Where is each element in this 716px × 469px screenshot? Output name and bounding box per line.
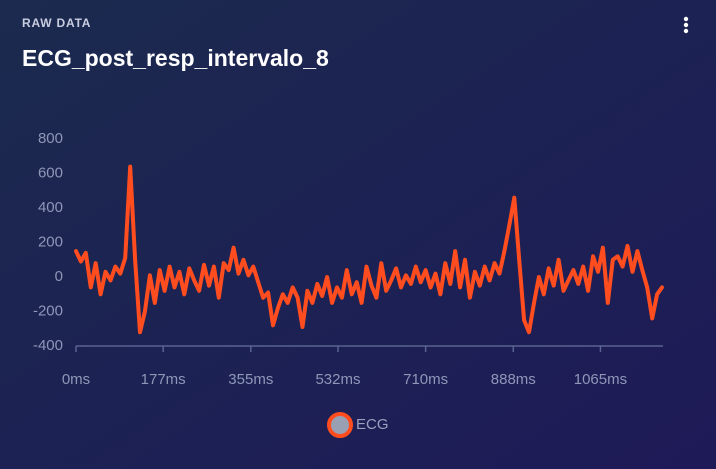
legend-label: ECG <box>356 416 389 433</box>
y-tick-label: 0 <box>55 268 63 285</box>
subtitle: RAW DATA <box>22 16 91 30</box>
x-tick-label: 355ms <box>228 371 273 388</box>
x-tick-label: 532ms <box>315 371 360 388</box>
x-tick-label: 0ms <box>62 371 90 388</box>
y-tick-label: -200 <box>33 302 63 319</box>
y-tick-label: 400 <box>38 199 63 216</box>
y-tick-label: 800 <box>38 130 63 147</box>
y-tick-label: -400 <box>33 337 63 354</box>
x-tick-label: 710ms <box>403 371 448 388</box>
legend-marker <box>327 412 353 438</box>
x-tick-label: 1065ms <box>574 371 627 388</box>
y-tick-label: 200 <box>38 233 63 250</box>
x-tick-label: 888ms <box>491 371 536 388</box>
chart-title: ECG_post_resp_intervalo_8 <box>22 45 329 71</box>
ecg-line <box>74 164 664 335</box>
x-tick-label: 177ms <box>141 371 186 388</box>
menu-button[interactable] <box>683 16 689 34</box>
y-tick-label: 600 <box>38 164 63 181</box>
